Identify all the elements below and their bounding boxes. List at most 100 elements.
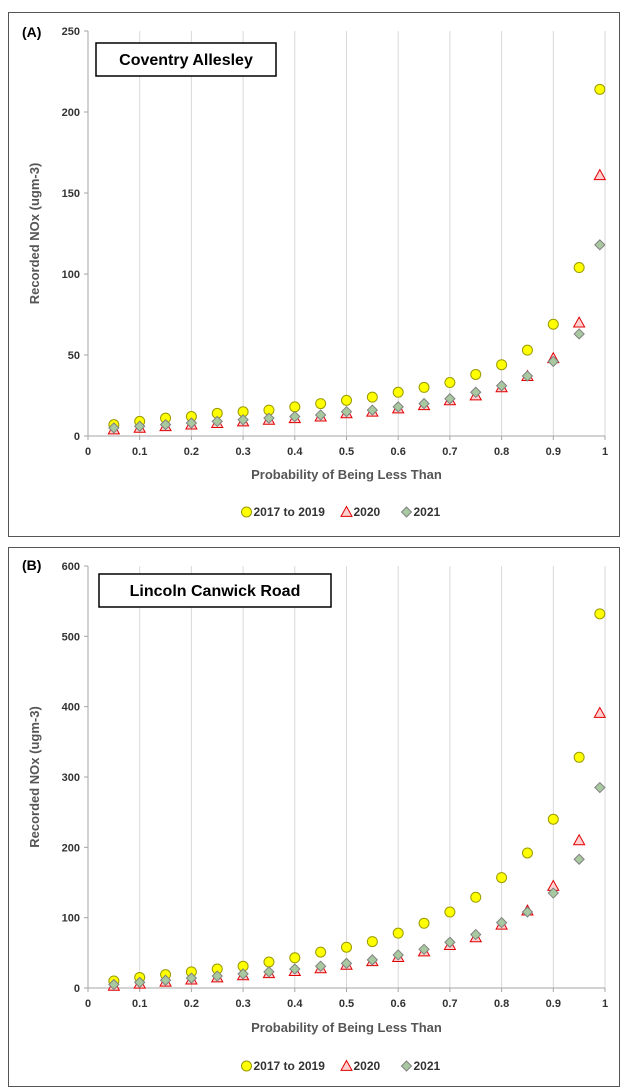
data-point — [159, 974, 172, 986]
data-point — [418, 397, 430, 410]
x-tick-label: 0.8 — [494, 446, 509, 458]
data-point — [573, 751, 585, 763]
data-point — [108, 978, 120, 991]
chart-title-box — [95, 42, 277, 77]
legend-label: 2021 — [414, 505, 441, 519]
x-tick-label: 0.2 — [184, 998, 199, 1010]
data-point — [444, 906, 456, 918]
data-point — [444, 936, 456, 948]
x-tick-label: 0.3 — [235, 998, 250, 1010]
chart-title: Coventry Allesley — [119, 52, 253, 69]
x-tick-label: 0.5 — [339, 998, 354, 1010]
x-tick-label: 0.6 — [391, 998, 406, 1010]
data-point — [133, 976, 146, 989]
chart-b-svg: 0 100 200 300 400 500 600 0 0.1 0.2 0.3 0.4 0.5 0.6 0.… — [22, 557, 608, 1073]
chart-title: Lincoln Canwick Road — [130, 583, 301, 600]
legend-label: 2017 to 2019 — [254, 1059, 326, 1073]
x-tick-label: 1 — [602, 998, 608, 1010]
data-point — [495, 916, 508, 929]
y-tick-label: 600 — [62, 561, 80, 573]
data-point — [263, 412, 275, 424]
data-point — [572, 833, 586, 846]
data-point — [314, 960, 327, 972]
data-point — [470, 386, 482, 398]
y-tick-label: 250 — [62, 26, 80, 38]
y-tick-label: 100 — [62, 913, 80, 925]
data-point — [444, 377, 456, 389]
panel-label: (A) — [22, 24, 41, 40]
x-axis-title: Probability of Being Less Than — [251, 467, 442, 482]
legend-label: 2017 to 2019 — [254, 505, 326, 519]
x-tick-label: 0.9 — [546, 446, 561, 458]
x-tick-label: 0.5 — [339, 446, 354, 458]
data-point — [289, 410, 301, 423]
chart-a-svg: 0 50 100 150 200 250 0 0.1 0.2 0.3 0.4 0.5 0.6 0.7 0.8… — [22, 24, 608, 519]
legend-marker — [241, 506, 252, 518]
data-point — [237, 414, 249, 426]
data-point — [470, 368, 482, 380]
data-point — [108, 422, 120, 434]
data-point — [573, 328, 585, 340]
legend-label: 2020 — [354, 1059, 381, 1073]
data-point — [572, 316, 586, 328]
data-point — [366, 391, 378, 403]
series-1 — [107, 168, 607, 435]
legend-marker — [340, 505, 353, 517]
data-point — [341, 941, 352, 953]
data-point — [470, 928, 482, 941]
data-point — [392, 401, 404, 413]
data-point — [185, 972, 198, 984]
x-tick-label: 0.6 — [391, 446, 406, 458]
data-point — [594, 781, 606, 794]
y-tick-label: 400 — [62, 702, 80, 714]
data-point — [263, 956, 275, 968]
data-point — [315, 398, 327, 410]
data-point — [521, 344, 533, 356]
data-point — [573, 853, 585, 865]
y-tick-label: 100 — [62, 269, 80, 281]
data-point — [211, 970, 223, 982]
data-point — [521, 847, 533, 859]
x-tick-label: 0.3 — [235, 446, 250, 458]
y-tick-label: 200 — [62, 842, 80, 854]
legend-label: 2021 — [414, 1059, 441, 1073]
data-point — [573, 262, 585, 274]
data-point — [547, 318, 559, 330]
data-point — [237, 968, 249, 980]
chart-title-box — [98, 573, 332, 608]
data-point — [594, 83, 606, 95]
y-tick-label: 50 — [68, 350, 80, 362]
legend: 2017 to 2019 2020 2021 — [241, 505, 441, 519]
data-point — [366, 954, 379, 966]
x-tick-label: 0.8 — [494, 998, 509, 1010]
data-point — [263, 966, 275, 978]
data-point — [418, 917, 430, 929]
x-tick-label: 0.7 — [442, 998, 457, 1010]
x-tick-label: 0.9 — [546, 998, 561, 1010]
data-point — [521, 370, 534, 382]
legend-marker — [241, 1060, 252, 1072]
data-point — [366, 936, 378, 948]
y-tick-label: 150 — [62, 188, 80, 200]
data-point — [289, 963, 301, 975]
data-point — [340, 957, 353, 970]
series-2 — [108, 239, 606, 434]
data-point — [315, 946, 327, 958]
x-tick-label: 0.4 — [287, 998, 303, 1010]
y-axis-title: Recorded NOx (ugm-3) — [27, 706, 42, 848]
data-point — [547, 355, 560, 368]
data-point — [185, 417, 198, 429]
chart-panel-a: 0 50 100 150 200 250 0 0.1 0.2 0.3 0.4 0.5 0.6 0.7 0.8… — [8, 12, 620, 537]
data-point — [444, 393, 456, 405]
data-point — [341, 394, 352, 406]
panel-label: (B) — [22, 557, 41, 573]
data-point — [521, 906, 534, 918]
x-tick-label: 0.2 — [184, 446, 199, 458]
data-point — [547, 813, 559, 825]
x-tick-label: 0 — [85, 998, 91, 1010]
x-tick-label: 0.7 — [442, 446, 457, 458]
y-tick-label: 500 — [62, 631, 80, 643]
data-point — [314, 409, 327, 421]
data-point — [392, 927, 404, 939]
data-point — [289, 401, 301, 413]
